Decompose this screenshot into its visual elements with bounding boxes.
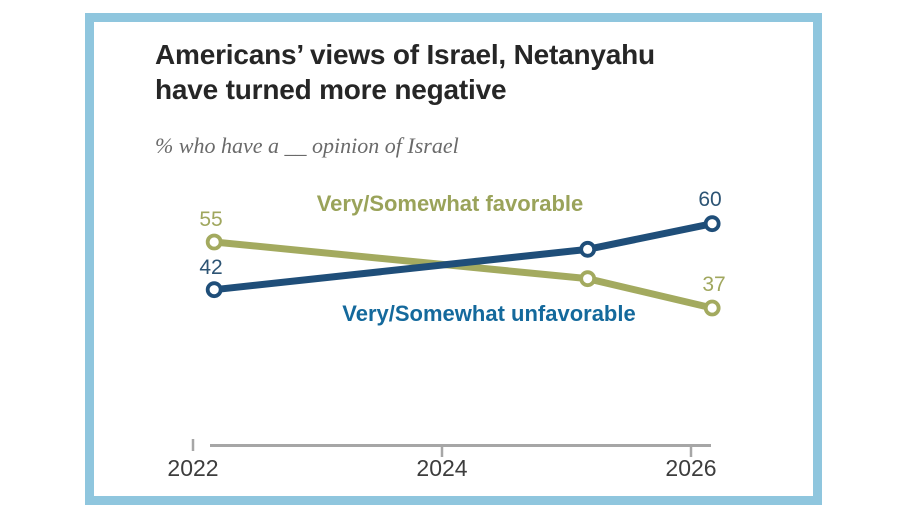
chart-subtitle: % who have a __ opinion of Israel: [155, 133, 459, 158]
series-label-unfavorable: Very/Somewhat unfavorable: [342, 301, 636, 326]
chart-title-line1: Americans’ views of Israel, Netanyahu: [155, 39, 655, 70]
x-tick-label-2026: 2026: [665, 455, 717, 481]
value-label-unfavorable-2022: 42: [199, 256, 223, 279]
x-tick-label-2022: 2022: [167, 455, 219, 481]
chart-title-line2: have turned more negative: [155, 74, 507, 105]
chart-title: Americans’ views of Israel, Netanyahu ha…: [155, 37, 655, 107]
x-tick-label-2024: 2024: [416, 455, 468, 481]
series-label-favorable: Very/Somewhat favorable: [316, 191, 584, 216]
value-label-unfavorable-2026: 60: [698, 188, 722, 211]
value-label-favorable-2026: 37: [702, 273, 726, 296]
value-label-favorable-2022: 55: [199, 208, 223, 231]
